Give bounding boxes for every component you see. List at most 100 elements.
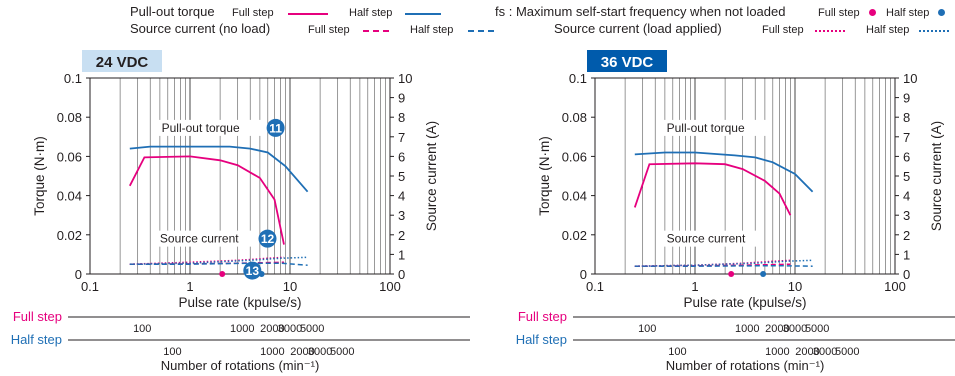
- legend-pullout-half-label: Half step: [349, 7, 393, 19]
- full-step-rotation-tick: 5000: [300, 323, 324, 335]
- full-step-rotation-tick: 5000: [805, 323, 829, 335]
- full-step-rotation-tick: 2000: [260, 323, 284, 335]
- legend-noload-half-swatch: [468, 30, 494, 32]
- legend-load-half-swatch: [919, 30, 949, 32]
- annotation-badge-number: 13: [246, 264, 260, 278]
- y-right-tick-label: 6: [398, 149, 405, 164]
- annotation-label: Pull-out torque: [667, 121, 745, 135]
- legend-noload-full-label: Full step: [308, 24, 350, 36]
- annotation-badge: [258, 229, 277, 248]
- y-left-axis-label: Torque (N·m): [32, 136, 47, 216]
- annotation-label: Source current: [667, 232, 746, 246]
- full-step-rotation-tick: 3000: [783, 323, 807, 335]
- series-line-half-dot: [129, 256, 308, 265]
- y-right-tick-label: 6: [903, 149, 910, 164]
- series-line-half-dash: [129, 262, 308, 266]
- annotation-bg: [663, 230, 760, 247]
- annotation-badge: [243, 261, 262, 280]
- half-step-rotation-tick: 1000: [260, 346, 284, 358]
- half-step-axis-label: Half step: [11, 332, 62, 347]
- fs-point-full: [219, 271, 226, 277]
- chart-24vdc: 24 VDC00.020.040.060.080.10123456789100.…: [11, 50, 470, 373]
- y-left-tick-label: 0: [75, 267, 82, 282]
- full-step-rotation-tick: 1000: [735, 323, 759, 335]
- legend-fs-full-dot: [869, 9, 876, 16]
- y-left-tick-label: 0.1: [64, 71, 82, 86]
- y-right-tick-label: 7: [903, 130, 910, 145]
- legend-fs-label: fs : Maximum self-start frequency when n…: [495, 4, 786, 19]
- x-tick-label: 1: [691, 279, 698, 294]
- series-group: [633, 151, 814, 267]
- legend-fs-full-label: Full step: [818, 7, 860, 19]
- legend-noload-half-label: Half step: [410, 24, 454, 36]
- y-right-tick-label: 5: [903, 169, 910, 184]
- full-step-rotation-tick: 3000: [278, 323, 302, 335]
- rotation-axis-title: Number of rotations (min⁻¹): [161, 358, 320, 373]
- annotation-bg: [663, 119, 766, 136]
- y-right-tick-label: 0: [903, 267, 910, 282]
- legend-pullout-label: Pull-out torque: [130, 4, 215, 19]
- series-line-full-dot: [129, 256, 285, 265]
- y-right-tick-label: 9: [398, 91, 405, 106]
- chart-title-box: [82, 50, 162, 72]
- half-step-rotation-tick: 100: [163, 346, 181, 358]
- annotation-badge-number: 11: [269, 121, 282, 135]
- legend-noload-full-swatch: [363, 30, 389, 32]
- x-tick-label: 10: [788, 279, 802, 294]
- full-step-rotation-tick: 2000: [765, 323, 789, 335]
- y-right-tick-label: 4: [903, 189, 910, 204]
- half-step-rotation-tick: 5000: [330, 346, 354, 358]
- series-line-full-dot: [634, 259, 791, 267]
- y-left-tick-label: 0.08: [57, 110, 82, 125]
- legend-fs-half-label: Half step: [886, 7, 930, 19]
- legend-load-full-label: Full step: [762, 24, 804, 36]
- y-right-tick-label: 2: [903, 228, 910, 243]
- full-step-axis-label: Full step: [518, 309, 567, 324]
- full-step-rotation-tick: 1000: [230, 323, 254, 335]
- y-right-tick-label: 10: [903, 71, 917, 86]
- half-step-rotation-tick: 100: [668, 346, 686, 358]
- y-left-axis-label: Torque (N·m): [537, 136, 552, 216]
- series-line-half-solid: [634, 151, 814, 193]
- half-step-rotation-tick: 3000: [813, 346, 837, 358]
- chart-36vdc: 36 VDC00.020.040.060.080.10123456789100.…: [516, 50, 955, 373]
- x-tick-label: 100: [379, 279, 401, 294]
- legend-source-noload-label: Source current (no load): [130, 21, 271, 36]
- legend-source-load-label: Source current (load applied): [554, 21, 722, 36]
- fs-point-full: [728, 271, 735, 277]
- series-line-half-solid: [129, 145, 309, 193]
- y-left-tick-label: 0.1: [569, 71, 587, 86]
- y-left-tick-label: 0: [580, 267, 587, 282]
- series-line-half-dot: [634, 259, 813, 267]
- full-step-rotation-tick: 100: [638, 323, 656, 335]
- y-right-tick-label: 2: [398, 228, 405, 243]
- chart-title: 36 VDC: [601, 54, 654, 71]
- x-tick-label: 10: [283, 279, 297, 294]
- full-step-rotation-tick: 100: [133, 323, 151, 335]
- full-step-axis-label: Full step: [13, 309, 62, 324]
- y-right-tick-label: 3: [398, 208, 405, 223]
- x-tick-label: 0.1: [586, 279, 604, 294]
- y-right-tick-label: 3: [903, 208, 910, 223]
- y-right-tick-label: 0: [398, 267, 405, 282]
- y-left-tick-label: 0.04: [562, 189, 587, 204]
- y-left-tick-label: 0.02: [57, 228, 82, 243]
- legend-load-half-label: Half step: [866, 24, 910, 36]
- y-left-tick-label: 0.02: [562, 228, 587, 243]
- x-axis-label: Pulse rate (kpulse/s): [683, 295, 806, 310]
- series-line-full-solid: [128, 155, 285, 245]
- y-right-tick-label: 4: [398, 189, 405, 204]
- annotation-badge-number: 12: [261, 232, 275, 246]
- chart-title-box: [587, 50, 667, 72]
- y-right-tick-label: 8: [398, 110, 405, 125]
- annotation-bg: [158, 119, 261, 136]
- series-group: [128, 145, 309, 266]
- y-right-tick-label: 5: [398, 169, 405, 184]
- legend: Pull-out torque Full step Half step Sour…: [0, 0, 955, 40]
- y-right-tick-label: 9: [903, 91, 910, 106]
- y-right-tick-label: 1: [903, 247, 910, 262]
- y-right-axis-label: Source current (A): [929, 121, 944, 231]
- annotation-label: Source current: [160, 232, 239, 246]
- half-step-rotation-tick: 2000: [795, 346, 819, 358]
- y-right-tick-label: 10: [398, 71, 412, 86]
